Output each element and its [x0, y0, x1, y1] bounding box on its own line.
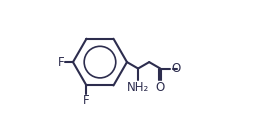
Text: F: F [83, 94, 90, 107]
Text: F: F [58, 56, 64, 69]
Text: NH₂: NH₂ [127, 81, 149, 94]
Text: O: O [156, 81, 165, 94]
Text: O: O [171, 62, 180, 75]
